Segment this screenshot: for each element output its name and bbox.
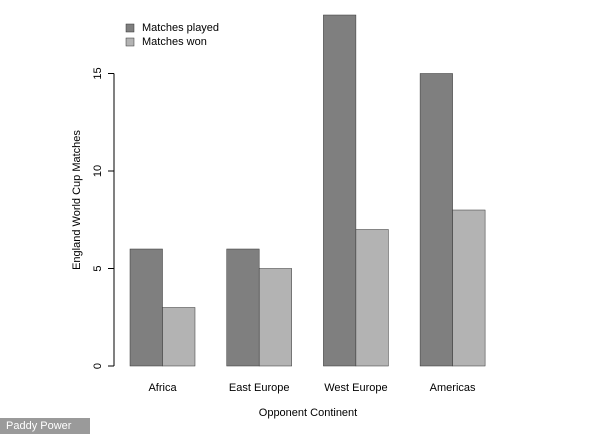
x-axis-label: Opponent Continent [259,407,357,419]
legend-swatch [125,23,135,33]
x-tick-label: Africa [148,382,177,394]
bar [419,73,453,367]
x-tick-label: East Europe [229,382,290,394]
bar [162,307,196,367]
y-tick-label: 15 [92,67,104,79]
bar [452,209,486,367]
bar [258,268,292,367]
y-tick-label: 5 [92,265,104,271]
legend-label: Matches won [142,36,207,48]
y-tick-label: 10 [92,165,104,177]
y-axis-label: England World Cup Matches [71,130,83,270]
legend-swatch [125,37,135,47]
watermark: Paddy Power [6,420,72,432]
y-tick-label: 0 [92,363,104,369]
bar [323,14,357,367]
bar [129,248,163,367]
legend-label: Matches played [142,22,219,34]
watermark-box [0,418,90,434]
x-tick-label: Americas [430,382,476,394]
x-tick-label: West Europe [324,382,387,394]
bar [355,229,389,367]
bar [226,248,260,367]
